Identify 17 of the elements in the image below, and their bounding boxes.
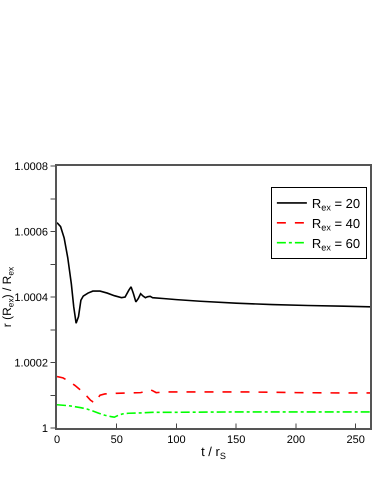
y-tick-label: 1.0004: [14, 292, 48, 304]
legend-label: R$_{ex}$ = 60: [312, 236, 360, 253]
legend-label: R$_{ex}$ = 20: [312, 196, 360, 213]
legend-label: R$_{ex}$ = 40: [312, 216, 360, 233]
y-tick-label: 1.0002: [14, 357, 48, 370]
y-tick-label: 1: [42, 422, 48, 435]
line-series: [57, 376, 370, 404]
x-tick-label: 150: [227, 434, 246, 446]
x-axis-title: t / r$_{S}$: [201, 444, 226, 461]
y-tick-label: 1.0008: [14, 160, 48, 173]
y-tick-label: 1.0006: [14, 226, 48, 238]
x-tick-label: 50: [110, 434, 123, 446]
x-tick-label: 200: [286, 434, 306, 446]
line-series: [57, 404, 370, 418]
x-tick-label: 100: [167, 434, 186, 446]
x-tick-label: 0: [54, 434, 60, 446]
x-tick-label: 250: [346, 434, 365, 446]
